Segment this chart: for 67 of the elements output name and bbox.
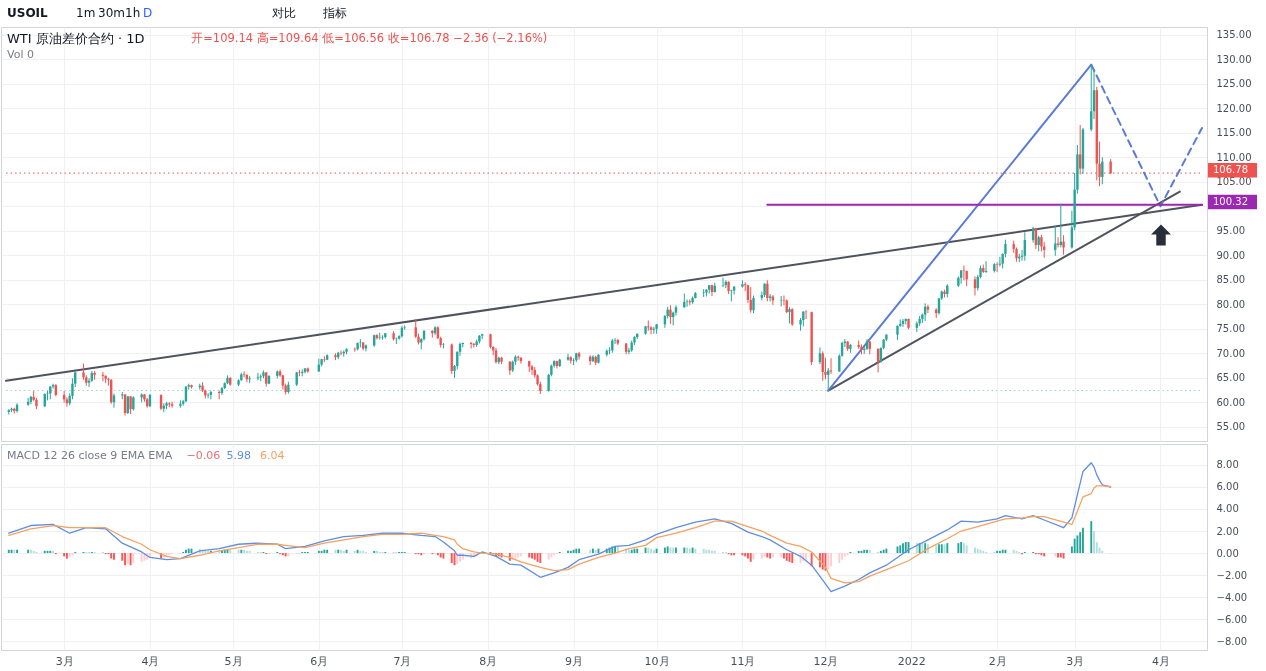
text: −0.06	[186, 449, 221, 462]
x-tick-label: 5月	[224, 654, 243, 668]
line-series	[8, 485, 1112, 584]
chart-title: WTI 原油差价合约 · 1D	[7, 31, 145, 46]
x-tick-label: 3月	[55, 654, 74, 668]
y-tick-label: −8.00	[1216, 635, 1248, 647]
x-tick-label: 2月	[988, 654, 1007, 668]
text: 5.98	[226, 449, 252, 462]
chart-subtitle: 开=109.14 高=109.64 低=106.56 收=106.78 −2.36 (−2.16%)	[191, 31, 548, 45]
y-tick-label: 60.00	[1216, 396, 1246, 408]
text: 1h	[125, 6, 141, 20]
x-tick-label: 4月	[1151, 654, 1170, 668]
candlestick	[768, 293, 772, 302]
y-tick-label: 95.00	[1216, 225, 1246, 237]
y-tick-label: 80.00	[1216, 298, 1246, 310]
series-label: 100.32	[1213, 195, 1248, 207]
x-tick-label: 11月	[730, 654, 756, 668]
y-tick-label: 115.00	[1216, 127, 1252, 139]
text: 6.04	[260, 449, 285, 462]
x-tick-label: 4月	[141, 654, 160, 668]
y-tick-label: −6.00	[1216, 613, 1248, 625]
candlestick	[1062, 234, 1065, 256]
y-tick-label: 125.00	[1216, 78, 1252, 90]
candlestick	[827, 367, 830, 392]
y-tick-label: 75.00	[1216, 323, 1246, 335]
x-tick-label: 12月	[813, 654, 839, 668]
text: 指标	[322, 6, 347, 20]
y-tick-label: 120.00	[1216, 102, 1252, 114]
y-tick-label: 6.00	[1216, 481, 1239, 493]
y-tick-label: 135.00	[1216, 29, 1252, 41]
y-tick-label: 130.00	[1216, 53, 1252, 65]
candlestick	[242, 370, 246, 378]
x-tick-label: 3月	[1066, 654, 1085, 668]
ref-line-label: 106.78	[1213, 164, 1248, 176]
x-tick-label: 6月	[310, 654, 329, 668]
y-tick-label: 8.00	[1216, 459, 1239, 471]
y-tick-label: 55.00	[1216, 421, 1246, 433]
y-tick-label: 110.00	[1216, 151, 1252, 163]
candlestick	[998, 256, 1002, 268]
candlestick	[1101, 156, 1104, 185]
y-tick-label: 4.00	[1216, 503, 1239, 515]
y-tick-label: 2.00	[1216, 525, 1239, 537]
y-tick-label: 0.00	[1216, 547, 1239, 559]
y-tick-label: 65.00	[1216, 372, 1246, 384]
text: 对比	[272, 6, 296, 20]
candlestick	[647, 319, 650, 332]
line-series	[8, 462, 1112, 593]
text: 30m	[98, 6, 125, 20]
candlestick	[469, 341, 473, 349]
x-tick-label: 9月	[565, 654, 584, 668]
x-tick-label: 2022	[897, 654, 926, 668]
y-tick-label: 70.00	[1216, 347, 1246, 359]
text: D	[143, 6, 153, 20]
y-tick-label: 105.00	[1216, 176, 1252, 188]
x-tick-label: 7月	[393, 654, 412, 668]
candlestick	[566, 353, 570, 362]
text: USOIL	[7, 6, 49, 20]
annotation: Vol 0	[7, 48, 34, 61]
y-tick-label: 90.00	[1216, 249, 1246, 261]
x-tick-label: 10月	[644, 654, 670, 668]
y-tick-label: −2.00	[1216, 569, 1248, 581]
y-tick-label: −4.00	[1216, 591, 1248, 603]
y-tick-label: 85.00	[1216, 274, 1246, 286]
text: 1m	[76, 6, 96, 20]
chart-title: MACD 12 26 close 9 EMA EMA	[7, 449, 173, 462]
candlestick	[472, 342, 476, 348]
x-tick-label: 8月	[479, 654, 498, 668]
